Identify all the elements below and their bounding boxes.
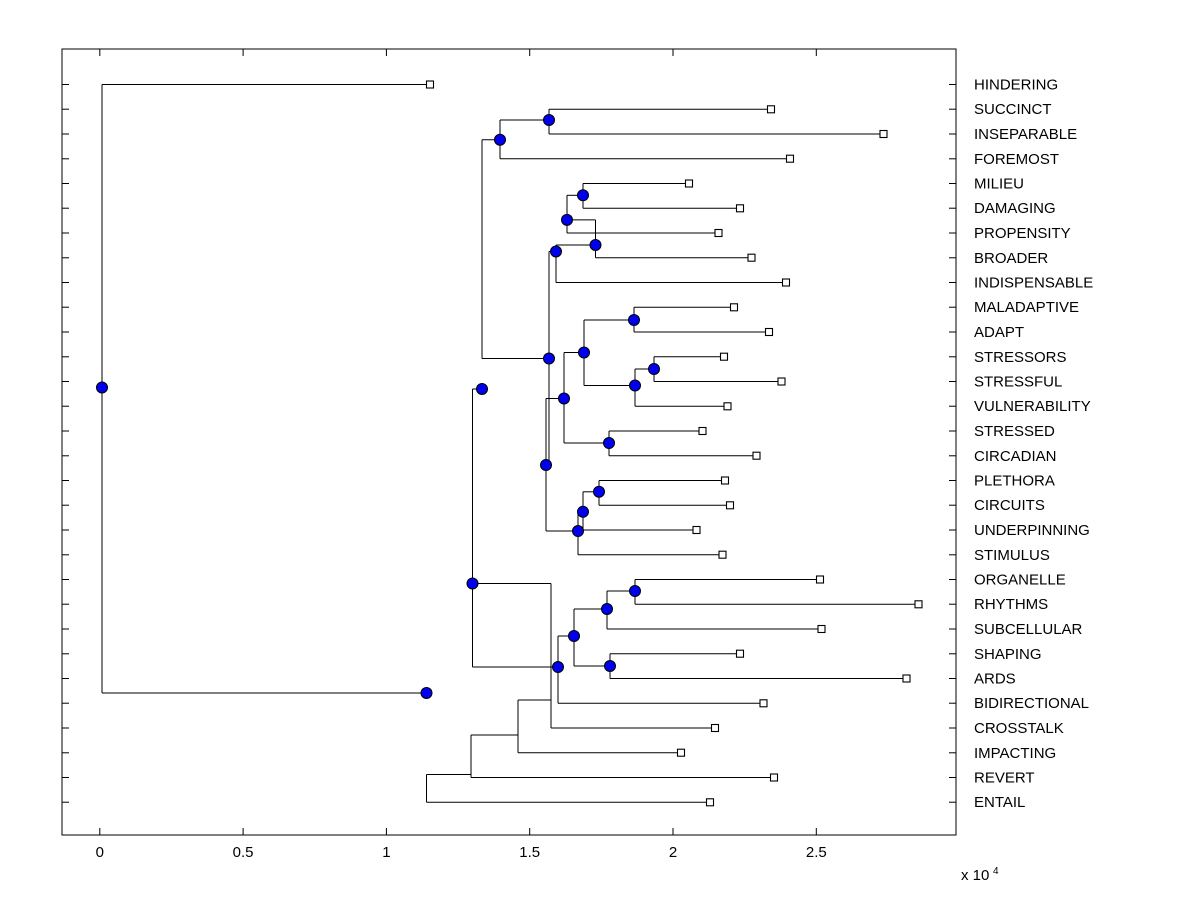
svg-text:2: 2 (669, 844, 677, 861)
svg-text:STRESSORS: STRESSORS (974, 349, 1067, 366)
svg-text:HINDERING: HINDERING (974, 77, 1058, 94)
svg-text:ORGANELLE: ORGANELLE (974, 572, 1066, 589)
svg-text:IMPACTING: IMPACTING (974, 745, 1056, 762)
svg-text:0: 0 (96, 844, 104, 861)
svg-text:BIDIRECTIONAL: BIDIRECTIONAL (974, 695, 1089, 712)
svg-text:REVERT: REVERT (974, 770, 1035, 787)
svg-text:0.5: 0.5 (233, 844, 254, 861)
svg-text:ARDS: ARDS (974, 671, 1016, 688)
svg-text:MILIEU: MILIEU (974, 176, 1024, 193)
svg-text:2.5: 2.5 (806, 844, 827, 861)
svg-text:INDISPENSABLE: INDISPENSABLE (974, 275, 1093, 292)
svg-text:1: 1 (382, 844, 390, 861)
svg-text:PLETHORA: PLETHORA (974, 473, 1055, 490)
svg-text:4: 4 (993, 866, 999, 877)
svg-text:UNDERPINNING: UNDERPINNING (974, 522, 1090, 539)
svg-text:1.5: 1.5 (519, 844, 540, 861)
svg-text:RHYTHMS: RHYTHMS (974, 596, 1048, 613)
svg-text:PROPENSITY: PROPENSITY (974, 225, 1071, 242)
svg-text:CROSSTALK: CROSSTALK (974, 720, 1064, 737)
svg-text:STIMULUS: STIMULUS (974, 547, 1050, 564)
svg-text:ADAPT: ADAPT (974, 324, 1024, 341)
svg-text:CIRCUITS: CIRCUITS (974, 497, 1045, 514)
svg-text:SHAPING: SHAPING (974, 646, 1042, 663)
svg-text:SUBCELLULAR: SUBCELLULAR (974, 621, 1083, 638)
svg-text:x 10: x 10 (961, 867, 989, 884)
svg-text:BROADER: BROADER (974, 250, 1048, 267)
svg-text:STRESSFUL: STRESSFUL (974, 374, 1062, 391)
svg-text:FOREMOST: FOREMOST (974, 151, 1059, 168)
svg-text:MALADAPTIVE: MALADAPTIVE (974, 299, 1079, 316)
svg-text:INSEPARABLE: INSEPARABLE (974, 126, 1077, 143)
svg-text:CIRCADIAN: CIRCADIAN (974, 448, 1057, 465)
svg-text:ENTAIL: ENTAIL (974, 794, 1025, 811)
svg-text:STRESSED: STRESSED (974, 423, 1055, 440)
svg-text:SUCCINCT: SUCCINCT (974, 101, 1052, 118)
svg-text:VULNERABILITY: VULNERABILITY (974, 398, 1091, 415)
svg-text:DAMAGING: DAMAGING (974, 200, 1056, 217)
